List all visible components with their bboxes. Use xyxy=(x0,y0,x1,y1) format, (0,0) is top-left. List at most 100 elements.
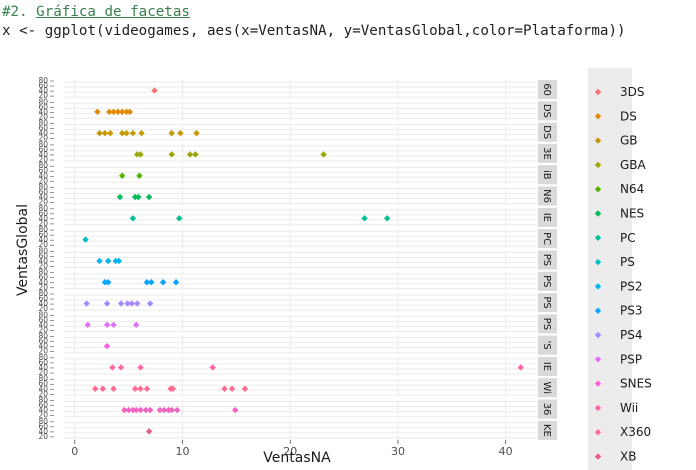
legend-key xyxy=(594,113,602,120)
data-point xyxy=(221,385,228,392)
data-point xyxy=(192,151,199,158)
data-point xyxy=(117,300,125,307)
legend-key xyxy=(594,307,602,314)
facet-panel xyxy=(64,271,538,291)
legend-label: Wii xyxy=(620,401,638,415)
facet-strip xyxy=(538,229,557,249)
y-tick-label: 20 xyxy=(38,262,48,271)
y-tick-label: 80 xyxy=(38,332,48,341)
code-statement-line: x <- ggplot(videogames, aes(x=VentasNA, … xyxy=(2,23,626,39)
data-point xyxy=(132,321,140,329)
legend-label: GB xyxy=(620,134,638,148)
y-tick-label: 60 xyxy=(38,358,48,367)
y-tick-label: 80 xyxy=(38,310,48,319)
facet-panel xyxy=(64,80,538,100)
facet-panel xyxy=(64,165,538,185)
data-point xyxy=(138,129,145,137)
y-tick-label: 60 xyxy=(38,315,48,324)
facet-panel xyxy=(64,356,538,376)
data-point xyxy=(110,321,117,329)
y-tick-label: 40 xyxy=(38,129,48,138)
data-point xyxy=(145,428,153,435)
facet-strip-label: 'S xyxy=(541,341,552,350)
comment-link: Gráfica de facetas xyxy=(36,4,190,20)
data-point xyxy=(361,215,368,222)
y-tick-label: 80 xyxy=(38,204,48,213)
data-points xyxy=(82,87,524,435)
y-tick-label: 20 xyxy=(38,176,48,185)
data-point xyxy=(125,406,132,414)
legend-label: PS4 xyxy=(620,328,643,342)
facet-strip xyxy=(538,165,557,185)
y-tick-label: 80 xyxy=(38,76,48,85)
data-point xyxy=(148,279,155,286)
data-point xyxy=(101,129,109,137)
data-point xyxy=(103,321,111,329)
comment-prefix: #2. xyxy=(2,4,37,20)
data-point xyxy=(124,300,131,307)
data-point xyxy=(103,342,111,350)
data-point xyxy=(228,385,236,392)
legend-key-background xyxy=(588,68,632,470)
data-point xyxy=(168,129,175,137)
facet-strip-label: PS xyxy=(541,318,552,330)
x-tick-label: 10 xyxy=(176,445,190,458)
data-point xyxy=(109,364,116,371)
data-point xyxy=(131,193,139,201)
facet-strip xyxy=(538,293,557,313)
y-tick-label: 80 xyxy=(38,353,48,362)
data-point xyxy=(160,406,168,414)
data-point xyxy=(123,129,130,137)
facet-strip-label: 60 xyxy=(541,83,552,96)
y-tick-label: 40 xyxy=(38,86,48,95)
data-point xyxy=(517,364,524,371)
y-tick-label: 20 xyxy=(38,283,48,292)
facet-strip-label: DS xyxy=(541,125,552,139)
y-tick-label: 80 xyxy=(38,417,48,426)
data-point xyxy=(121,406,128,414)
facet-strip-label: iB xyxy=(541,170,552,180)
y-tick-label: 40 xyxy=(38,427,48,436)
legend-key xyxy=(594,453,602,460)
facet-strip xyxy=(538,335,557,355)
data-point xyxy=(112,257,119,265)
data-point xyxy=(193,129,200,137)
legend-label: N64 xyxy=(620,182,644,196)
legend-key xyxy=(594,283,602,290)
legend-label: XB xyxy=(620,450,636,464)
legend-key xyxy=(594,404,602,412)
y-tick-label: 60 xyxy=(38,273,48,282)
facet-strip xyxy=(538,143,557,163)
facet-strip xyxy=(538,186,557,206)
y-tick-label: 60 xyxy=(38,401,48,410)
y-tick-label: 40 xyxy=(38,107,48,116)
legend-label: SNES xyxy=(620,377,652,391)
y-tick-label: 20 xyxy=(38,411,48,420)
y-axis-label: VentasGlobal xyxy=(15,204,31,296)
data-point xyxy=(159,279,167,286)
data-point xyxy=(135,193,142,201)
y-tick-label: 80 xyxy=(38,140,48,149)
facet-strip-label: N6 xyxy=(541,189,552,203)
data-point xyxy=(146,406,154,414)
data-point xyxy=(126,108,133,116)
data-point xyxy=(168,151,175,158)
y-tick-label: 60 xyxy=(38,251,48,260)
data-point xyxy=(134,300,141,307)
facet-strip-label: PS xyxy=(541,296,552,308)
y-tick-label: 40 xyxy=(38,235,48,244)
y-tick-label: 40 xyxy=(38,406,48,415)
data-point xyxy=(104,257,112,265)
data-point xyxy=(115,257,123,265)
data-point xyxy=(103,300,111,307)
data-point xyxy=(241,385,249,392)
data-point xyxy=(186,151,194,158)
data-point xyxy=(137,151,144,158)
facet-strip xyxy=(538,356,557,376)
y-tick-label: 20 xyxy=(38,134,48,143)
legend-key xyxy=(594,356,602,363)
data-point xyxy=(123,108,130,116)
code-comment-line: #2. Gráfica de facetas xyxy=(2,4,190,20)
code-editor[interactable]: #2. Gráfica de facetas x <- ggplot(video… xyxy=(0,0,696,52)
legend: 3DS DS GB GBA N64 NES PC PS PS2 PS3 PS4 PSP SNES Wii X… xyxy=(588,68,652,470)
